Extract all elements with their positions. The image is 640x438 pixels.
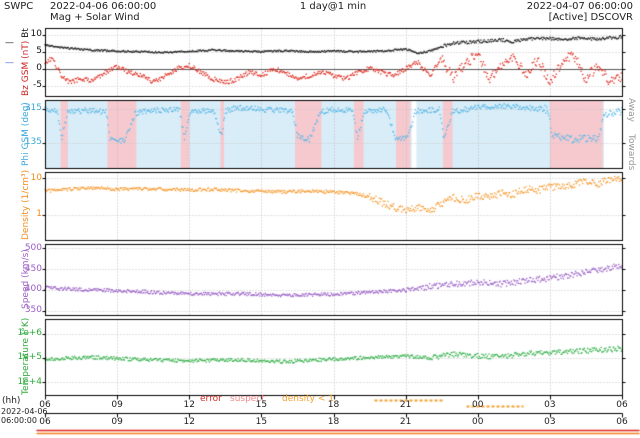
- y-tick-label: 1e+6: [17, 328, 42, 339]
- y-tick-label: 1: [36, 209, 42, 220]
- y-tick-label: 135: [24, 137, 42, 147]
- y-tick-label: 315: [24, 103, 42, 113]
- x-unit-label: (hh): [2, 396, 21, 406]
- source-status-label: [Active] DSCOVR: [548, 12, 633, 23]
- y-tick-label: 1e+5: [17, 352, 42, 363]
- panel-ylabel-speed: Speed (km/s): [21, 244, 34, 315]
- x-tick-label: 21: [399, 400, 412, 410]
- y-tick-label: 10: [30, 29, 42, 40]
- x-tick-label: 06: [39, 400, 51, 410]
- app-title: SWPC: [4, 1, 34, 12]
- x-tick-label-bottom: 06: [39, 417, 51, 427]
- panel-ylabel-part: Speed (km/s): [21, 249, 31, 310]
- panel-ylabel-temperature: Temperature (°K): [21, 317, 34, 395]
- duration-resolution: 1 day@1 min: [299, 1, 367, 12]
- x-tick-label-bottom: 21: [399, 417, 412, 427]
- y-tick-label: 1e+4: [17, 376, 42, 387]
- x-tick-label: 15: [255, 400, 268, 410]
- legend-error: error: [200, 394, 222, 404]
- x-tick-label: 00: [472, 400, 484, 410]
- panel-ylabel-density: Density (1/cm³): [21, 169, 34, 240]
- panel-ylabel-part: Bt: [21, 28, 31, 41]
- x-tick-label: 12: [183, 400, 195, 410]
- y-tick-label: 400: [24, 284, 42, 295]
- bottom-start-time: 06:00:00: [1, 416, 37, 425]
- x-tick-label-bottom: 06: [616, 417, 628, 427]
- y-tick-label: 450: [24, 263, 42, 274]
- x-tick-label-bottom: 03: [544, 417, 556, 427]
- towards-sector-label: Towards: [626, 134, 636, 171]
- away-sector-label: Away: [626, 98, 636, 122]
- legend-density-lt1: density < 1: [282, 394, 334, 404]
- mag-legend-mark: —: [5, 38, 14, 48]
- y-tick-label: 0: [36, 63, 42, 74]
- panel-ylabel-part: Phi GSM (deg): [21, 102, 31, 166]
- y-tick-label: 350: [24, 305, 42, 316]
- x-tick-label-bottom: 15: [255, 417, 268, 427]
- panel-ylabel-part: Bz GSM (nT): [21, 40, 31, 96]
- x-tick-label: 06: [616, 400, 628, 410]
- bottom-start-date: 2022-04-06: [1, 407, 48, 416]
- y-tick-label: 5: [36, 46, 42, 57]
- panel-ylabel-part: Temperature (°K): [21, 317, 31, 395]
- x-tick-label-bottom: 12: [183, 417, 195, 427]
- panel-ylabel-part: Density (1/cm³): [21, 169, 31, 240]
- plot-type-label: Mag + Solar Wind: [50, 12, 140, 23]
- legend-suspect: suspect: [230, 394, 265, 404]
- mag-legend-mark: —: [5, 58, 14, 68]
- panel-ylabel-mag: Bz GSM (nT) Bt: [21, 28, 34, 96]
- x-tick-label: 09: [111, 400, 123, 410]
- x-tick-label: 18: [327, 400, 340, 410]
- panel-ylabel-phi: Phi GSM (deg): [21, 100, 34, 168]
- x-tick-label: 03: [544, 400, 556, 410]
- end-datetime: 2022-04-07 06:00:00: [526, 1, 633, 12]
- y-tick-label: 10: [30, 172, 42, 183]
- y-tick-label: 500: [24, 242, 42, 253]
- x-tick-label-bottom: 18: [327, 417, 340, 427]
- x-tick-label-bottom: 09: [111, 417, 123, 427]
- x-tick-label-bottom: 00: [472, 417, 484, 427]
- y-tick-label: -5: [33, 80, 42, 91]
- start-datetime: 2022-04-06 06:00:00: [50, 1, 157, 12]
